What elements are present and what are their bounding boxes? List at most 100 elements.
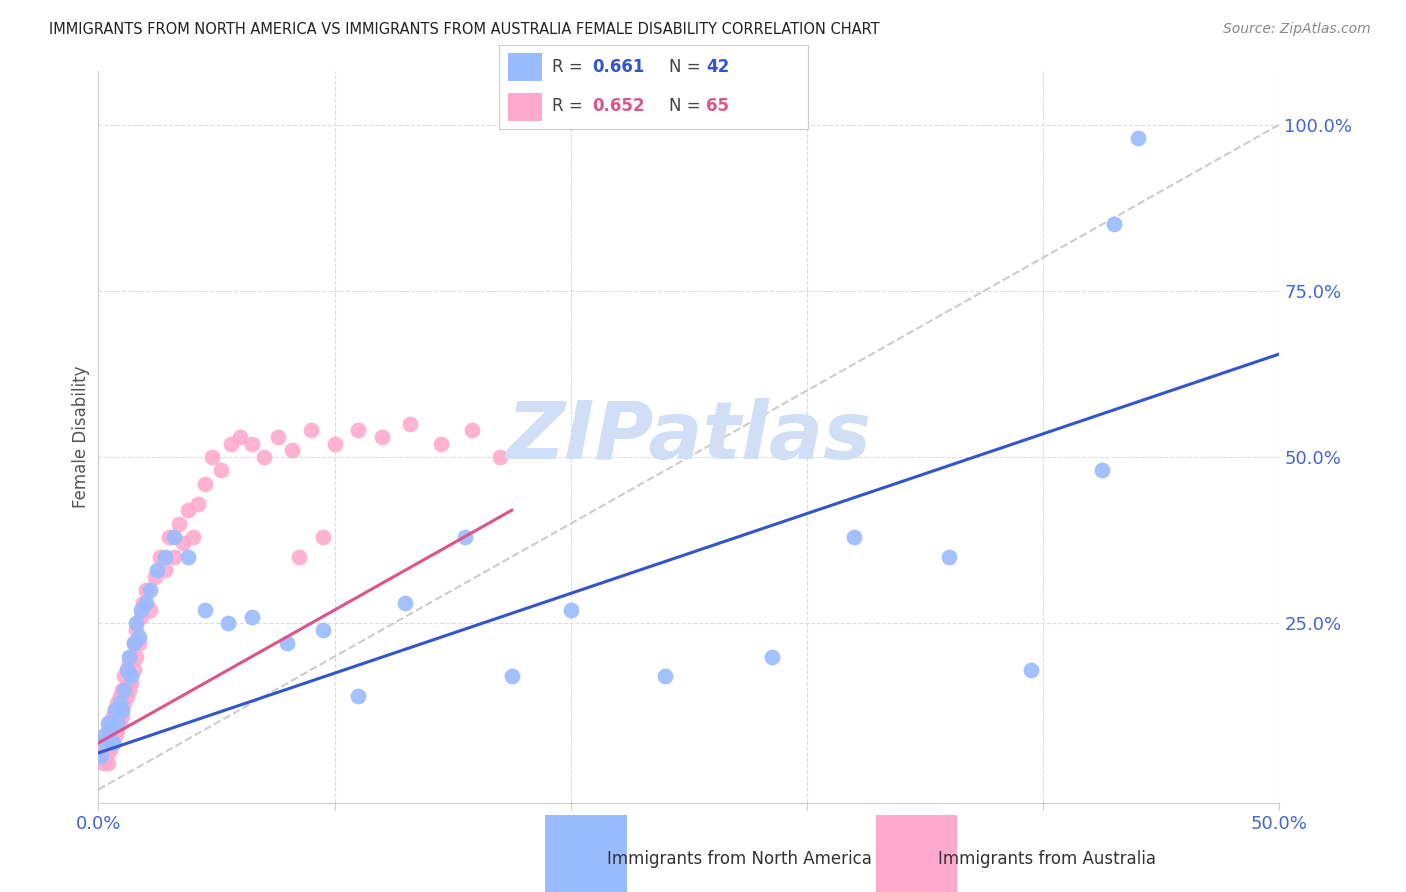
Point xyxy=(94,736,117,750)
Point xyxy=(276,636,298,650)
Point xyxy=(323,436,346,450)
Point xyxy=(115,690,138,704)
Point xyxy=(177,503,200,517)
Point xyxy=(153,563,176,577)
Point xyxy=(121,669,143,683)
Text: 65: 65 xyxy=(706,97,730,115)
Point xyxy=(101,736,124,750)
Point xyxy=(143,570,166,584)
Point xyxy=(118,682,141,697)
Point xyxy=(146,563,169,577)
Point xyxy=(128,636,150,650)
Point xyxy=(105,696,128,710)
Point xyxy=(229,430,252,444)
Point xyxy=(654,669,676,683)
Text: IMMIGRANTS FROM NORTH AMERICA VS IMMIGRANTS FROM AUSTRALIA FEMALE DISABILITY COR: IMMIGRANTS FROM NORTH AMERICA VS IMMIGRA… xyxy=(49,22,880,37)
Point xyxy=(111,703,134,717)
Point xyxy=(115,663,138,677)
Point xyxy=(460,424,482,438)
Point xyxy=(104,703,127,717)
Point xyxy=(91,729,114,743)
Point xyxy=(128,630,150,644)
Point xyxy=(394,596,416,610)
Point xyxy=(288,549,311,564)
Point xyxy=(163,549,186,564)
Point xyxy=(125,623,148,637)
Point xyxy=(105,723,128,737)
Point xyxy=(118,649,141,664)
FancyBboxPatch shape xyxy=(509,93,543,120)
Point xyxy=(101,736,124,750)
Point xyxy=(129,603,152,617)
Text: Immigrants from Australia: Immigrants from Australia xyxy=(938,850,1156,868)
Point xyxy=(101,709,124,723)
Point xyxy=(108,716,131,731)
Point xyxy=(489,450,512,464)
Point xyxy=(135,596,157,610)
Y-axis label: Female Disability: Female Disability xyxy=(72,366,90,508)
Point xyxy=(94,729,117,743)
Point xyxy=(98,716,121,731)
Point xyxy=(172,536,194,550)
Point xyxy=(104,703,127,717)
Text: 42: 42 xyxy=(706,59,730,77)
Point xyxy=(501,669,523,683)
Point xyxy=(135,582,157,597)
Point xyxy=(125,616,148,631)
Point xyxy=(153,549,176,564)
Point xyxy=(105,716,128,731)
Point xyxy=(115,663,138,677)
Point xyxy=(112,696,135,710)
Point xyxy=(181,530,204,544)
Point xyxy=(371,430,394,444)
Point xyxy=(94,749,117,764)
Point xyxy=(97,756,120,770)
Point xyxy=(347,690,370,704)
Point xyxy=(90,749,112,764)
Point xyxy=(253,450,276,464)
Point xyxy=(209,463,232,477)
Point xyxy=(194,476,217,491)
Text: R =: R = xyxy=(551,59,588,77)
Point xyxy=(267,430,290,444)
Point xyxy=(163,530,186,544)
Point xyxy=(167,516,190,531)
Point xyxy=(240,436,263,450)
Point xyxy=(1126,131,1149,145)
Point xyxy=(108,696,131,710)
Point xyxy=(121,676,143,690)
Point xyxy=(219,436,242,450)
Point xyxy=(122,663,145,677)
Point xyxy=(122,636,145,650)
Point xyxy=(157,530,180,544)
Text: N =: N = xyxy=(669,97,706,115)
Point xyxy=(312,623,335,637)
Point xyxy=(761,649,783,664)
Point xyxy=(97,716,120,731)
Point xyxy=(177,549,200,564)
Text: ZIPatlas: ZIPatlas xyxy=(506,398,872,476)
Point xyxy=(217,616,239,631)
Text: Immigrants from North America: Immigrants from North America xyxy=(607,850,872,868)
Point xyxy=(560,603,582,617)
Text: 0.652: 0.652 xyxy=(592,97,644,115)
Point xyxy=(347,424,370,438)
Point xyxy=(118,656,141,670)
Point xyxy=(104,729,127,743)
Point xyxy=(129,609,152,624)
Point xyxy=(430,436,453,450)
Point xyxy=(91,736,114,750)
Point xyxy=(399,417,422,431)
Text: R =: R = xyxy=(551,97,588,115)
Point xyxy=(201,450,224,464)
Point xyxy=(91,756,114,770)
Point xyxy=(90,749,112,764)
Point xyxy=(122,636,145,650)
Point xyxy=(98,723,121,737)
Point xyxy=(1102,217,1125,231)
Point xyxy=(111,709,134,723)
Point xyxy=(187,497,209,511)
Point xyxy=(111,682,134,697)
Point xyxy=(112,682,135,697)
Point xyxy=(194,603,217,617)
